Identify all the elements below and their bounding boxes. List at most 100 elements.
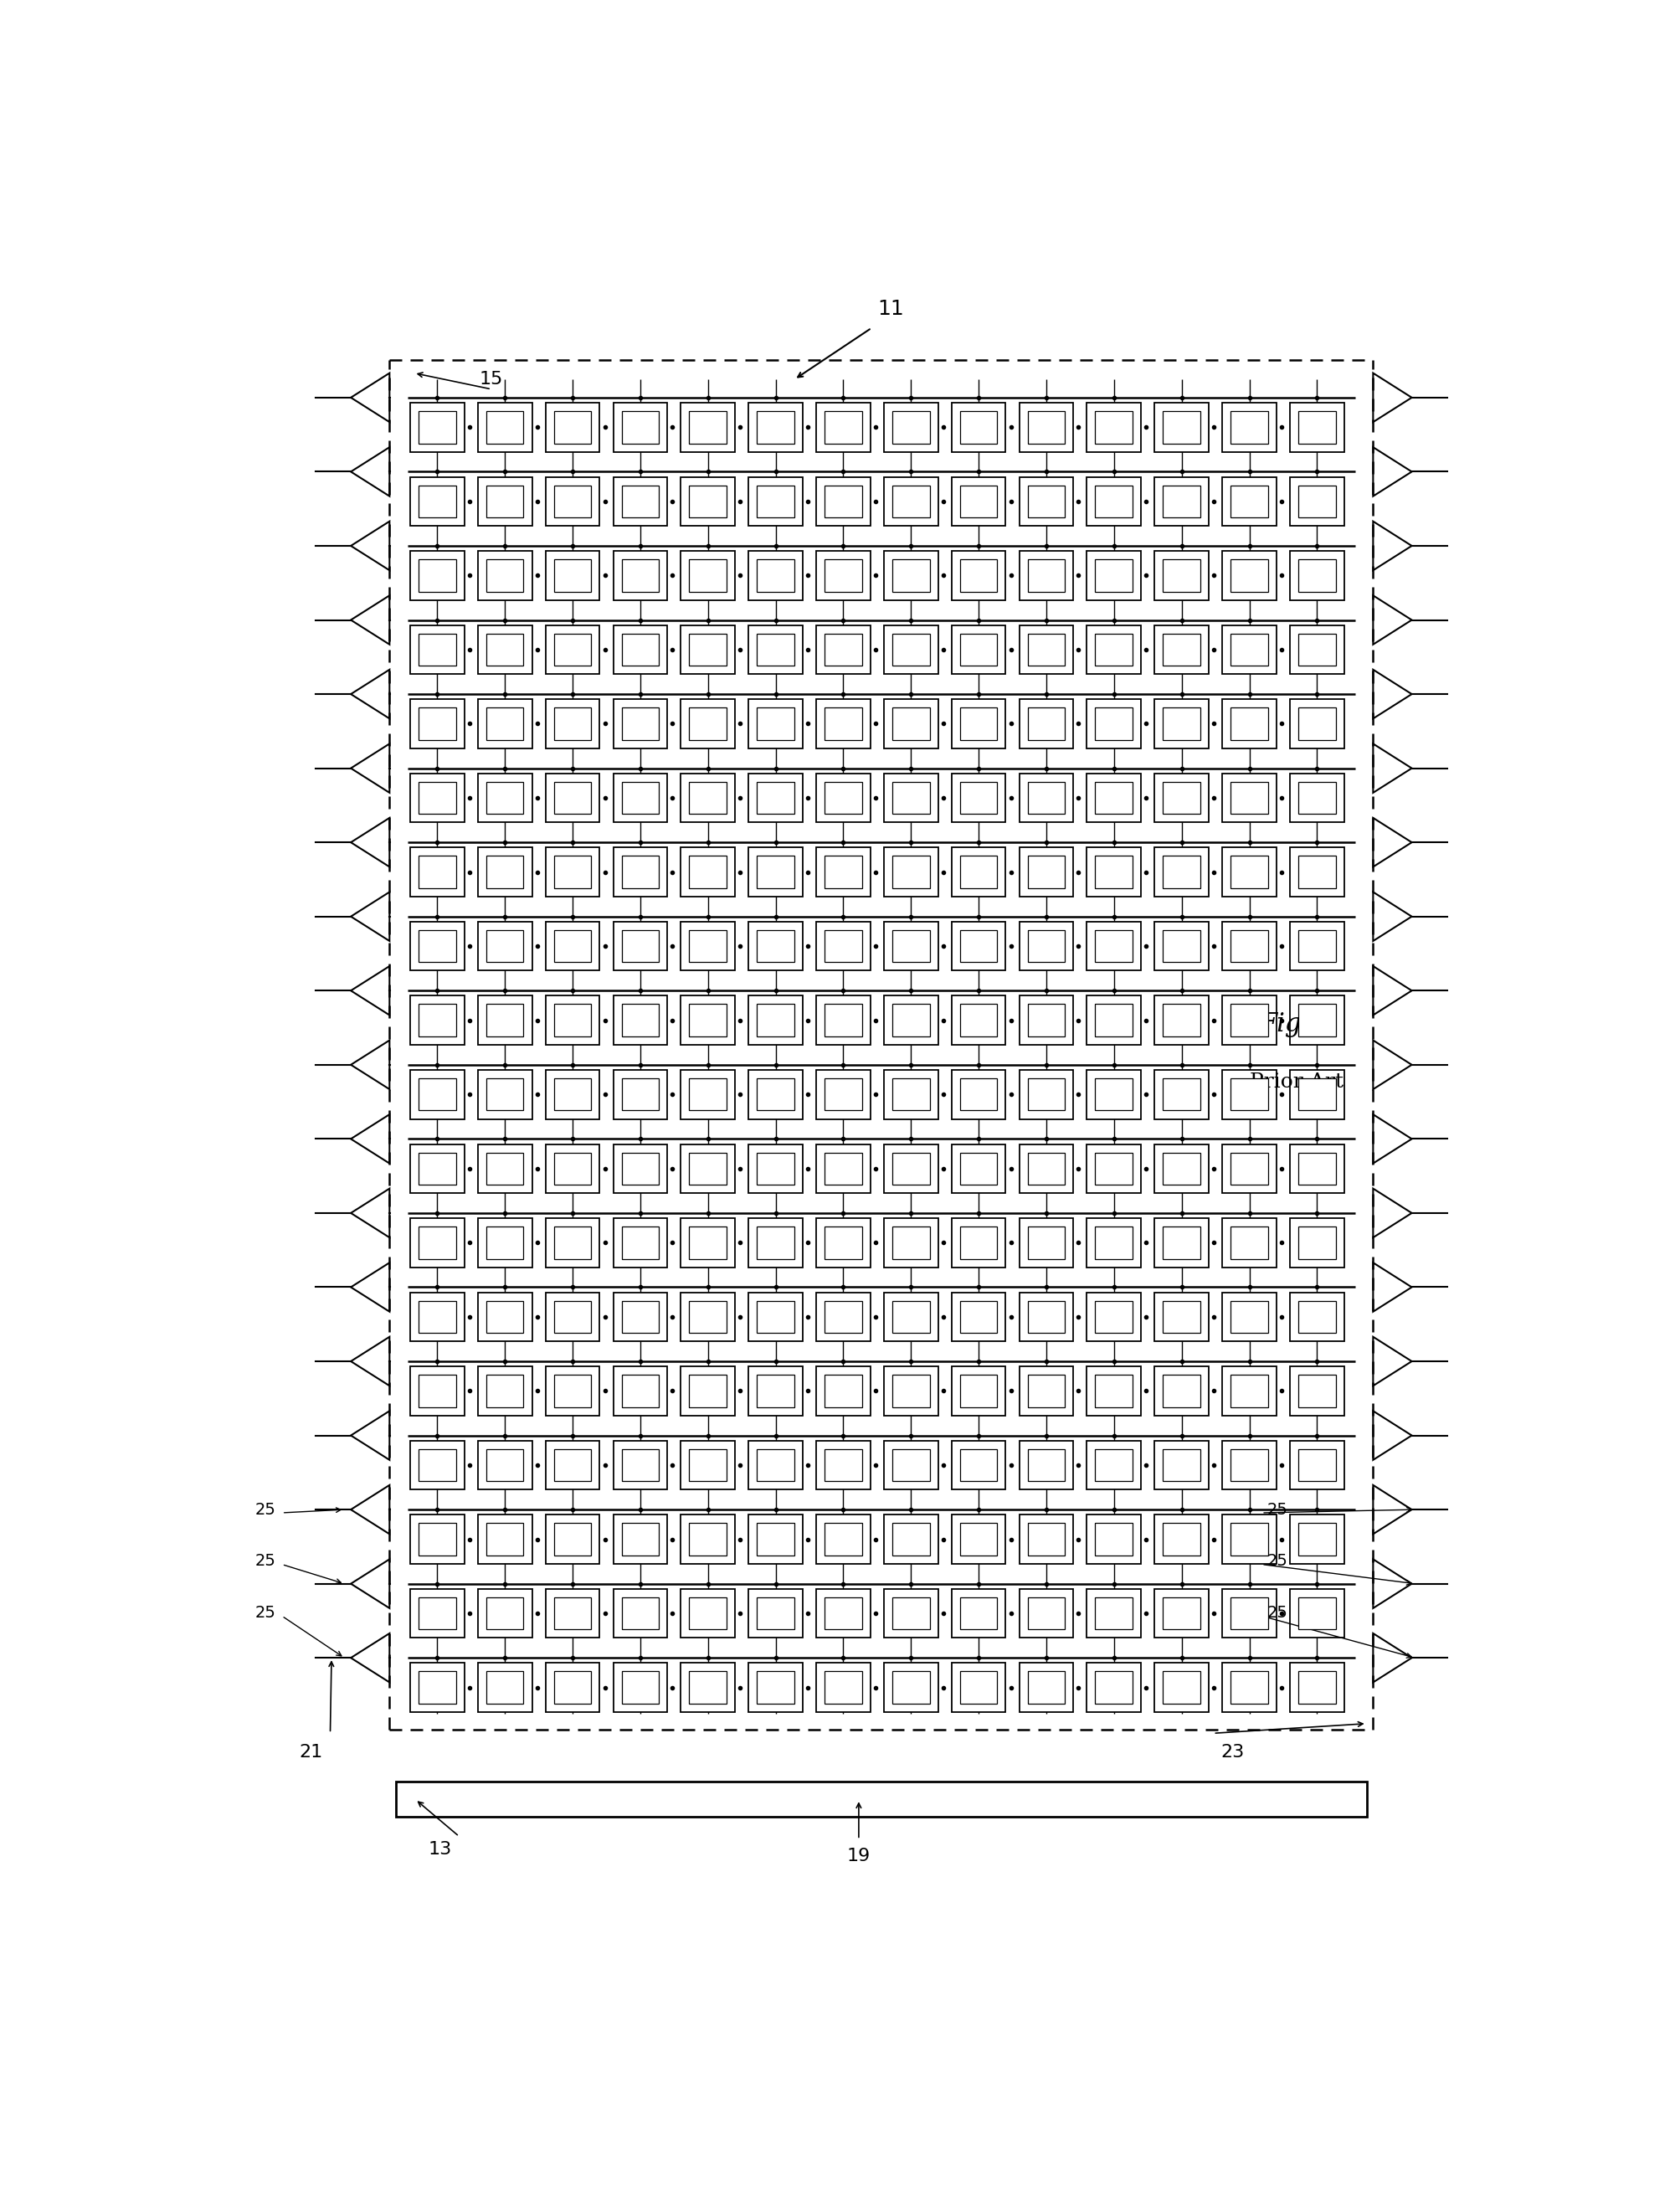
Bar — [410, 550, 464, 601]
Bar — [959, 559, 998, 592]
Bar — [1231, 559, 1268, 592]
Bar — [816, 1070, 870, 1118]
Bar — [689, 709, 727, 740]
Bar — [884, 1292, 937, 1340]
Bar — [1290, 1367, 1344, 1415]
Bar — [418, 559, 455, 592]
Bar — [1290, 1664, 1344, 1712]
Bar — [1231, 1598, 1268, 1629]
Bar — [486, 559, 524, 592]
Bar — [1163, 559, 1200, 592]
Bar — [1020, 1367, 1074, 1415]
Bar — [410, 995, 464, 1045]
Bar — [758, 1226, 795, 1259]
Bar — [1095, 1153, 1132, 1184]
Bar — [680, 403, 734, 451]
Bar — [622, 1376, 659, 1406]
Bar — [396, 1781, 1366, 1818]
Bar — [1020, 995, 1074, 1045]
Bar — [1028, 1523, 1065, 1556]
Bar — [1020, 1589, 1074, 1638]
Bar — [884, 625, 937, 674]
Bar — [1087, 1292, 1141, 1340]
Text: 25: 25 — [255, 1554, 276, 1569]
Bar — [951, 1664, 1006, 1712]
Bar — [477, 995, 533, 1045]
Bar — [959, 1448, 998, 1481]
Bar — [554, 1078, 591, 1112]
Bar — [1299, 1523, 1336, 1556]
Bar — [554, 1671, 591, 1704]
Bar — [1290, 1070, 1344, 1118]
Bar — [1028, 1598, 1065, 1629]
Bar — [554, 856, 591, 889]
Bar — [689, 559, 727, 592]
Bar — [758, 1376, 795, 1406]
Bar — [1231, 1004, 1268, 1037]
Bar — [554, 1226, 591, 1259]
Bar — [689, 1004, 727, 1037]
Bar — [758, 1301, 795, 1334]
Bar — [486, 1153, 524, 1184]
Bar — [892, 1226, 929, 1259]
Bar — [1020, 1070, 1074, 1118]
Bar — [1087, 1589, 1141, 1638]
Bar — [1231, 1671, 1268, 1704]
Bar — [1020, 1514, 1074, 1563]
Bar — [825, 1671, 862, 1704]
Bar — [680, 625, 734, 674]
Bar — [486, 1523, 524, 1556]
Bar — [1223, 1514, 1277, 1563]
Bar — [1231, 856, 1268, 889]
Bar — [486, 709, 524, 740]
Bar — [1028, 634, 1065, 665]
Bar — [884, 403, 937, 451]
Bar — [689, 412, 727, 442]
Bar — [749, 773, 803, 823]
Bar — [622, 559, 659, 592]
Bar — [1223, 550, 1277, 601]
Bar — [410, 1442, 464, 1490]
Bar — [816, 1664, 870, 1712]
Bar — [546, 1664, 600, 1712]
Bar — [1154, 625, 1208, 674]
Bar — [892, 709, 929, 740]
Bar — [1163, 1523, 1200, 1556]
Bar — [554, 412, 591, 442]
Bar — [477, 625, 533, 674]
Bar — [689, 634, 727, 665]
Bar — [1028, 1376, 1065, 1406]
Bar — [546, 1217, 600, 1268]
Bar — [1087, 700, 1141, 748]
Bar — [1154, 550, 1208, 601]
Bar — [1095, 709, 1132, 740]
Bar — [816, 1442, 870, 1490]
Bar — [486, 856, 524, 889]
Bar — [477, 1070, 533, 1118]
Bar — [1290, 1589, 1344, 1638]
Bar — [689, 1671, 727, 1704]
Bar — [749, 995, 803, 1045]
Bar — [1299, 1153, 1336, 1184]
Bar — [1154, 478, 1208, 526]
Bar — [689, 1301, 727, 1334]
Bar — [410, 1514, 464, 1563]
Bar — [1095, 1226, 1132, 1259]
Bar — [951, 550, 1006, 601]
Bar — [1028, 709, 1065, 740]
Bar — [680, 478, 734, 526]
Bar — [1154, 1070, 1208, 1118]
Bar — [622, 1004, 659, 1037]
Bar — [1231, 1153, 1268, 1184]
Bar — [613, 1367, 667, 1415]
Bar — [1095, 1376, 1132, 1406]
Bar — [410, 1145, 464, 1193]
Bar — [884, 478, 937, 526]
Bar — [892, 781, 929, 814]
Bar — [816, 1367, 870, 1415]
Bar — [1095, 1078, 1132, 1112]
Bar — [825, 931, 862, 962]
Bar — [1290, 700, 1344, 748]
Bar — [1223, 1664, 1277, 1712]
Bar — [1095, 781, 1132, 814]
